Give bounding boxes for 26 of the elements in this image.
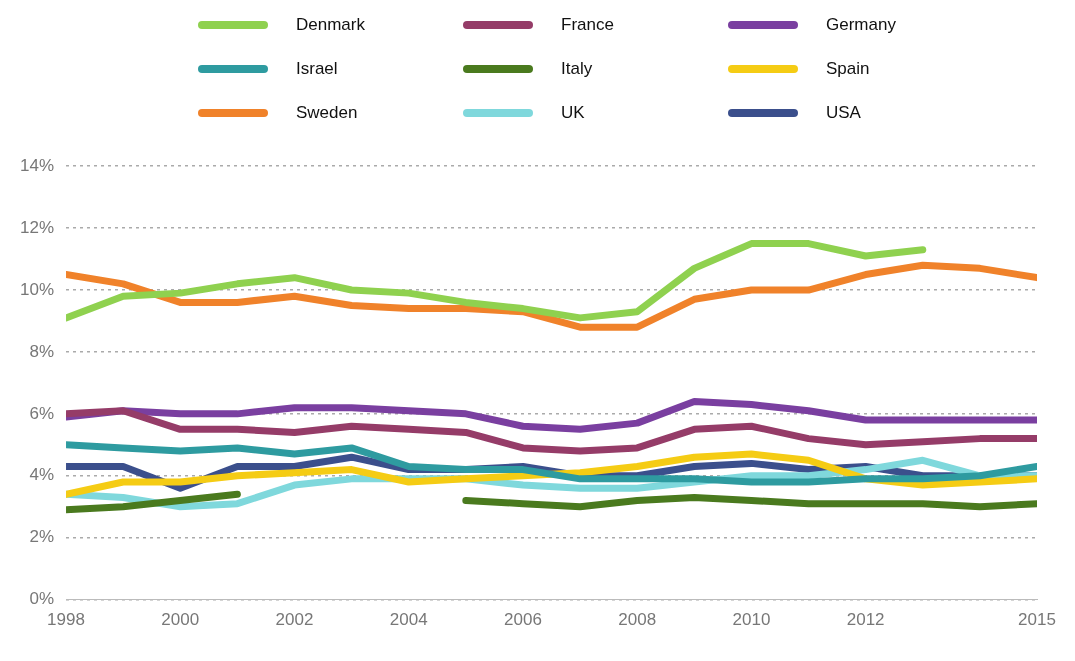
- y-tick-label: 8%: [29, 341, 55, 361]
- legend-label: Germany: [826, 15, 896, 35]
- legend-label: USA: [826, 103, 861, 123]
- legend-label: Denmark: [296, 15, 365, 35]
- y-tick-label: 14%: [19, 155, 55, 175]
- x-tick-label: 2006: [504, 610, 542, 630]
- x-tick-label: 2015: [1018, 610, 1056, 630]
- legend-label: UK: [561, 103, 585, 123]
- x-tick-label: 2012: [846, 610, 885, 630]
- y-tick-label: 0%: [29, 589, 55, 609]
- x-tick-label: 2008: [618, 610, 657, 630]
- y-tick-label: 6%: [29, 403, 55, 423]
- x-tick-label: 2000: [161, 610, 200, 630]
- x-tick-label: 2010: [732, 610, 771, 630]
- x-tick-label: 2004: [389, 610, 428, 630]
- y-tick-label: 10%: [19, 279, 55, 299]
- x-tick-label: 2002: [275, 610, 314, 630]
- x-tick-label: 1998: [47, 610, 85, 630]
- legend-label: Sweden: [296, 103, 358, 123]
- y-tick-label: 12%: [19, 217, 55, 237]
- legend-label: Spain: [826, 59, 870, 79]
- y-tick-label: 2%: [29, 527, 55, 547]
- legend-label: Italy: [561, 59, 593, 79]
- legend-label: Israel: [296, 59, 338, 79]
- legend-label: France: [561, 15, 614, 35]
- y-tick-label: 4%: [29, 465, 55, 485]
